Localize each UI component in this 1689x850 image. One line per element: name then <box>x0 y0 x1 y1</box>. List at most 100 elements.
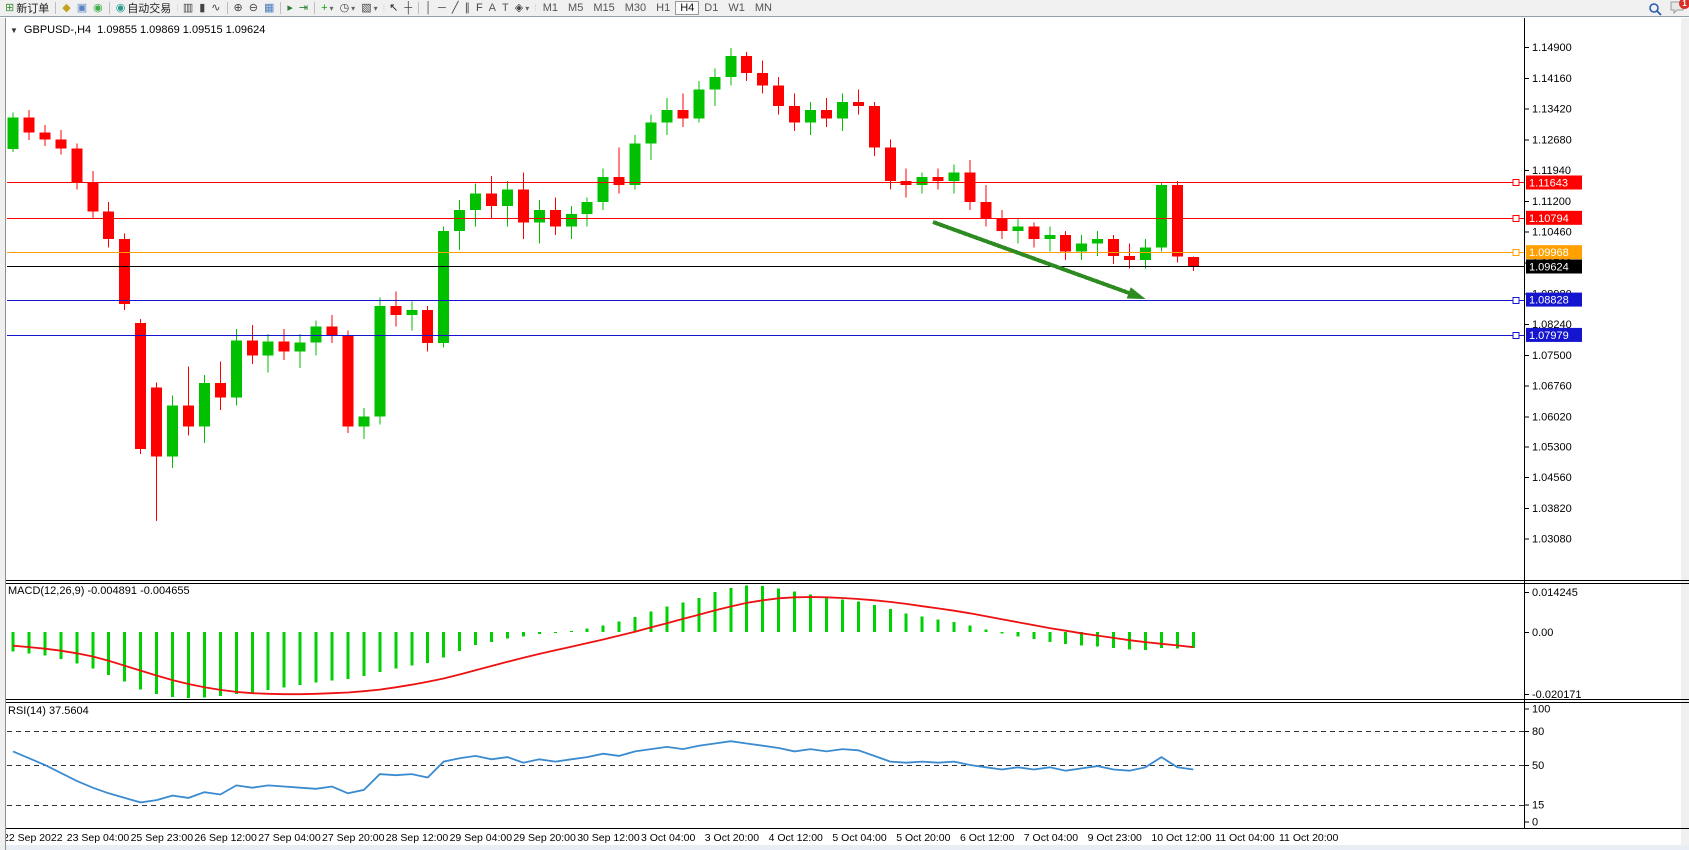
hline-1.08828[interactable] <box>7 297 1524 304</box>
macd-axis[interactable]: 0.014245 0.00 -0.020171 <box>1524 587 1582 701</box>
svg-text:9 Oct 23:00: 9 Oct 23:00 <box>1088 832 1142 844</box>
trendline-button[interactable]: ╱ <box>449 1 462 16</box>
timeframe-d1-button[interactable]: D1 <box>704 1 719 14</box>
search-icon[interactable] <box>1648 2 1662 16</box>
hline-1.11643[interactable] <box>7 179 1524 186</box>
autotrading-icon: ◉ <box>115 1 126 14</box>
rsi-axis[interactable]: 100 80 50 15 0 <box>1524 703 1550 829</box>
svg-text:0.00: 0.00 <box>1532 627 1553 639</box>
candlestick-series <box>7 47 1199 522</box>
price-axis-line-labels: 1.11643 1.10794 1.09968 1.08828 1.07979 1.096… <box>1526 175 1582 342</box>
svg-text:6 Oct 12:00: 6 Oct 12:00 <box>960 832 1014 844</box>
market-icon: ▣ <box>76 1 88 14</box>
zoom-out-button[interactable]: ⊖ <box>246 1 261 16</box>
bar-chart-button[interactable]: ▥ <box>180 1 196 16</box>
indicators-dropdown-icon[interactable]: ▾ <box>329 3 334 13</box>
svg-text:1.09624: 1.09624 <box>1529 262 1569 274</box>
svg-text:1.07500: 1.07500 <box>1532 350 1572 362</box>
toolbar-separator <box>226 2 228 14</box>
crosshair-button[interactable]: ┼ <box>401 1 415 16</box>
timeframe-m30-button[interactable]: M30 <box>624 1 647 14</box>
zoom-in-button[interactable]: ⊕ <box>231 1 246 16</box>
timeframe-w1-button[interactable]: W1 <box>728 1 745 14</box>
notification-badge: 1 <box>1679 0 1689 9</box>
equidistant-channel-button[interactable]: ∥ <box>461 1 473 16</box>
toolbar-group-media: ◆ ▣ ◉ <box>59 1 105 16</box>
candle-chart-button[interactable]: ▮ <box>196 1 208 16</box>
arrows-button[interactable]: ◈ ▾ <box>512 1 532 16</box>
macd-signal-line <box>12 596 1194 696</box>
new-order-icon: ⊞ <box>5 1 15 14</box>
tile-windows-button[interactable]: ▦ <box>261 1 277 16</box>
text-label-button[interactable]: T <box>499 1 512 16</box>
arrows-dropdown-icon[interactable]: ▾ <box>525 3 530 13</box>
autotrading-button[interactable]: ◉ 自动交易 <box>113 1 175 16</box>
timeframe-h4-button[interactable]: H4 <box>675 0 700 15</box>
svg-text:3 Oct 04:00: 3 Oct 04:00 <box>641 832 695 844</box>
fibonacci-button[interactable]: F <box>473 1 486 16</box>
svg-text:4 Oct 12:00: 4 Oct 12:00 <box>769 832 823 844</box>
svg-text:1.14900: 1.14900 <box>1532 42 1572 54</box>
svg-text:1.13420: 1.13420 <box>1532 104 1572 116</box>
toolbar-group-cursor: ↖ ┼ <box>386 1 415 16</box>
chart-title: ▼ GBPUSD-,H4 1.09855 1.09869 1.09515 1.0… <box>10 24 265 36</box>
line-chart-button[interactable]: ∿ <box>208 1 223 16</box>
trend-arrow-annotation[interactable] <box>932 220 1146 300</box>
svg-text:11 Oct 20:00: 11 Oct 20:00 <box>1279 832 1339 844</box>
templates-dropdown-icon[interactable]: ▾ <box>373 3 378 13</box>
arrows-icon: ◈ <box>514 1 524 14</box>
svg-text:80: 80 <box>1532 726 1544 738</box>
toolbar-separator <box>314 2 316 14</box>
symbol-dropdown-icon[interactable]: ▼ <box>10 25 18 35</box>
time-axis[interactable]: 22 Sep 2022 23 Sep 04:00 25 Sep 23:00 26 Se… <box>3 832 1339 844</box>
horizontal-level-lines[interactable] <box>7 179 1524 339</box>
svg-text:1.10794: 1.10794 <box>1529 213 1569 225</box>
chart-shift-button[interactable]: ⇥ <box>296 1 311 16</box>
signals-button[interactable]: ◉ <box>90 1 106 16</box>
candle-chart-icon: ▮ <box>199 1 206 14</box>
svg-text:3 Oct 20:00: 3 Oct 20:00 <box>705 832 759 844</box>
hline-1.09968[interactable] <box>7 249 1524 256</box>
auto-scroll-button[interactable]: ▸ <box>284 1 296 16</box>
toolbar-separator <box>418 2 420 14</box>
svg-text:1.11643: 1.11643 <box>1529 177 1568 189</box>
sounds-button[interactable]: ◆ <box>59 1 73 16</box>
chart-window[interactable]: 1.14900 1.14160 1.13420 1.12680 1.11940 1.112… <box>0 18 1689 850</box>
timeframe-m15-button[interactable]: M15 <box>593 1 615 14</box>
new-order-button[interactable]: ⊞ 新订单 <box>2 1 52 16</box>
fibonacci-icon: F <box>475 1 483 14</box>
svg-text:1.11940: 1.11940 <box>1532 165 1571 177</box>
vertical-line-button[interactable]: │ <box>422 1 435 16</box>
timeframe-m5-button[interactable]: M5 <box>568 1 584 14</box>
periods-dropdown-icon[interactable]: ▾ <box>351 3 356 13</box>
bar-chart-icon: ▥ <box>182 1 194 14</box>
templates-button[interactable]: ▧ ▾ <box>358 1 380 16</box>
indicators-icon: + <box>321 1 328 14</box>
periods-button[interactable]: ◷ ▾ <box>337 1 359 16</box>
timeframe-h1-button[interactable]: H1 <box>656 1 671 14</box>
hline-1.10794[interactable] <box>7 215 1524 222</box>
market-button[interactable]: ▣ <box>74 1 90 16</box>
text-button[interactable]: A <box>486 1 499 16</box>
svg-text:1.09968: 1.09968 <box>1529 247 1569 259</box>
timeframe-toolbar: M1 M5 M15 M30 H1 H4 D1 W1 MN <box>538 0 777 15</box>
hline-1.07979[interactable] <box>7 332 1524 339</box>
toolbar-separator <box>108 2 110 14</box>
chart-background <box>0 18 1689 850</box>
timeframe-m1-button[interactable]: M1 <box>542 1 559 14</box>
svg-text:1.12680: 1.12680 <box>1532 134 1572 146</box>
toolbar-grip: ⁞ <box>176 3 178 13</box>
toolbar-group-zoom: ⊕ ⊖ ▦ <box>231 1 278 16</box>
rsi-line <box>12 740 1194 804</box>
svg-text:0.014245: 0.014245 <box>1532 587 1578 599</box>
indicators-button[interactable]: + ▾ <box>318 1 336 16</box>
price-chart-canvas[interactable]: 1.14900 1.14160 1.13420 1.12680 1.11940 1.112… <box>0 18 1689 850</box>
notifications-button[interactable]: 1 <box>1670 0 1689 17</box>
toolbar: ⊞ 新订单 ◆ ▣ ◉ ◉ 自动交易 ⁞ ▥ ▮ ∿ ⊕ ⊖ ▦ ▸ ⇥ + ▾ ◷ ▾ ▧ ▾ ⁞ ↖… <box>0 0 1689 17</box>
svg-text:1.03820: 1.03820 <box>1532 503 1572 515</box>
trendline-icon: ╱ <box>451 1 459 14</box>
horizontal-line-button[interactable]: ─ <box>435 1 449 16</box>
timeframe-mn-button[interactable]: MN <box>754 1 772 14</box>
svg-text:27 Sep 04:00: 27 Sep 04:00 <box>258 832 321 844</box>
cursor-button[interactable]: ↖ <box>386 1 401 16</box>
